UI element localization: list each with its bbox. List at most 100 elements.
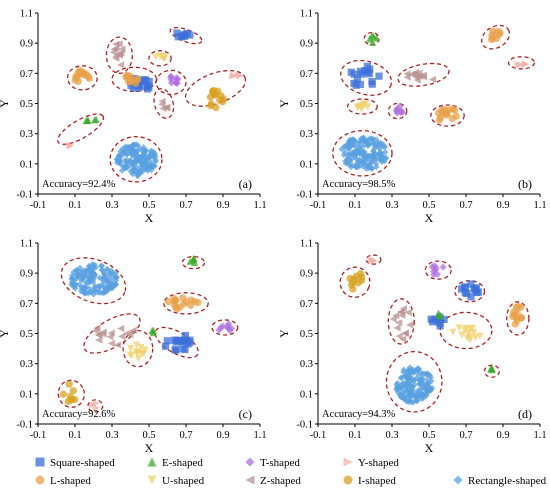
x-tick-label: 0.9 — [216, 200, 229, 211]
data-point-rectangle-shaped — [148, 149, 155, 156]
data-point-rectangle-shaped — [371, 142, 379, 150]
data-point-i-shaped — [65, 380, 73, 388]
data-point-rectangle-shaped — [121, 165, 129, 172]
data-point-rectangle-shaped — [378, 158, 386, 165]
data-point-rectangle-shaped — [117, 153, 124, 161]
data-point-rectangle-shaped — [338, 145, 345, 153]
data-point-z-shaped — [413, 76, 421, 84]
data-point-rectangle-shaped — [353, 164, 360, 171]
data-point-z-shaped — [106, 333, 114, 341]
y-tick-label: 0.7 — [300, 69, 313, 80]
x-tick-label: 0.3 — [385, 430, 398, 441]
cluster-ellipse — [397, 62, 450, 87]
data-point-rectangle-shaped — [68, 281, 75, 288]
legend-item-e-shaped: E-shaped — [147, 457, 203, 469]
data-point-u-shaped — [466, 336, 474, 344]
data-point-z-shaped — [107, 339, 115, 347]
data-point-u-shaped — [449, 328, 457, 336]
legend-item-t-shaped: T-shaped — [245, 457, 300, 469]
data-point-rectangle-shaped — [417, 391, 425, 399]
data-point-rectangle-shaped — [406, 378, 414, 386]
x-tick-label: 0.5 — [142, 200, 155, 211]
cluster-ellipse — [481, 24, 511, 50]
data-point-rectangle-shaped — [404, 385, 411, 392]
data-point-e-shaped — [488, 366, 496, 374]
cluster-ellipse — [430, 104, 465, 127]
data-point-z-shaped — [158, 100, 166, 108]
cluster-ellipse — [387, 298, 415, 345]
legend-item-l-shaped: L-shaped — [35, 475, 91, 487]
data-point-rectangle-shaped — [350, 142, 358, 149]
data-point-rectangle-shaped — [349, 149, 356, 156]
data-point-rectangle-shaped — [131, 148, 139, 155]
data-point-rectangle-shaped — [103, 278, 111, 286]
legend-item-i-shaped: I-shaped — [343, 475, 396, 487]
panel-d: -0.1 0.1 0.3 0.5 0.7 0.9 1.1 -0.1 0.1 0.3 0.5 0.7 0.… — [277, 239, 547, 456]
cluster-ellipse — [211, 319, 239, 336]
data-point-l-shaped — [517, 303, 525, 311]
y-tick-label: -0.1 — [16, 190, 33, 201]
data-point-e-shaped — [92, 115, 100, 123]
cluster-ellipse — [507, 56, 536, 70]
cluster-ellipse — [57, 113, 105, 145]
data-point-square-shaped — [163, 337, 172, 345]
legend-marker — [35, 475, 45, 485]
data-point-z-shaped — [428, 75, 437, 84]
data-point-t-shaped — [433, 270, 442, 279]
data-point-square-shaped — [467, 280, 475, 288]
data-point-rectangle-shaped — [371, 157, 378, 164]
y-tick-label: -0.1 — [16, 420, 33, 431]
data-point-square-shaped — [460, 283, 468, 291]
data-point-u-shaped — [134, 355, 143, 363]
data-point-l-shaped — [487, 36, 496, 44]
data-point-i-shaped — [217, 92, 225, 100]
panel-label: (d) — [518, 407, 532, 421]
data-point-rectangle-shaped — [134, 142, 142, 149]
data-point-rectangle-shaped — [418, 376, 425, 384]
data-point-rectangle-shaped — [376, 145, 383, 153]
x-tick-label: 0.1 — [348, 430, 361, 441]
legend-item-u-shaped: U-shaped — [147, 475, 205, 487]
data-point-rectangle-shaped — [424, 376, 431, 384]
data-point-z-shaped — [404, 308, 412, 317]
data-point-square-shaped — [375, 72, 383, 80]
cluster-ellipse — [385, 350, 443, 413]
legend-marker — [35, 457, 45, 467]
x-tick-label: 0.3 — [105, 200, 118, 211]
data-point-rectangle-shaped — [102, 288, 109, 296]
data-point-z-shaped — [93, 324, 101, 332]
legend-label: I-shaped — [358, 475, 396, 487]
data-point-t-shaped — [393, 105, 401, 113]
data-point-rectangle-shaped — [76, 270, 84, 278]
cluster-ellipse — [87, 399, 104, 413]
data-point-rectangle-shaped — [95, 287, 103, 294]
y-tick-label: 0.7 — [20, 299, 33, 310]
cluster-ellipse — [339, 266, 371, 298]
legend: Square-shaped L-shaped E-shaped U-shaped T-s… — [35, 457, 547, 487]
data-point-l-shaped — [452, 112, 460, 120]
data-point-rectangle-shaped — [87, 269, 95, 276]
data-point-z-shaped — [416, 72, 424, 80]
data-point-u-shaped — [152, 53, 160, 61]
data-point-u-shaped — [133, 341, 141, 349]
data-point-rectangle-shaped — [393, 386, 400, 393]
data-point-z-shaped — [406, 321, 414, 329]
y-tick-label: 0.9 — [20, 39, 33, 50]
legend-label: E-shaped — [162, 457, 203, 469]
data-point-rectangle-shaped — [82, 284, 90, 291]
data-point-l-shaped — [438, 109, 446, 117]
data-point-y-shaped — [229, 72, 237, 80]
data-point-l-shaped — [77, 69, 85, 77]
cluster-ellipse — [365, 254, 382, 265]
cluster-ellipse — [387, 102, 408, 120]
legend-marker — [343, 457, 353, 467]
data-point-rectangle-shaped — [397, 374, 405, 382]
data-point-z-shaped — [112, 54, 120, 62]
data-point-rectangle-shaped — [401, 394, 408, 401]
x-tick-label: 0.5 — [142, 430, 155, 441]
y-tick-label: 0.1 — [20, 389, 33, 400]
data-point-square-shaped — [363, 62, 371, 70]
data-point-u-shaped — [141, 346, 149, 354]
data-point-u-shaped — [471, 334, 479, 342]
data-point-rectangle-shaped — [414, 388, 421, 395]
